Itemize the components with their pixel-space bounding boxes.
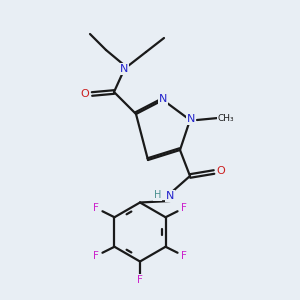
- Text: N: N: [187, 114, 195, 124]
- Text: N: N: [120, 64, 128, 74]
- Text: O: O: [217, 166, 225, 176]
- Text: O: O: [81, 89, 89, 99]
- Text: N: N: [159, 94, 167, 104]
- Text: H: H: [154, 190, 161, 200]
- Text: N: N: [166, 191, 174, 201]
- Text: F: F: [181, 251, 187, 261]
- Text: F: F: [93, 251, 99, 261]
- Text: F: F: [93, 203, 99, 213]
- Text: CH₃: CH₃: [218, 113, 234, 122]
- Text: F: F: [137, 275, 143, 285]
- Text: F: F: [181, 203, 187, 213]
